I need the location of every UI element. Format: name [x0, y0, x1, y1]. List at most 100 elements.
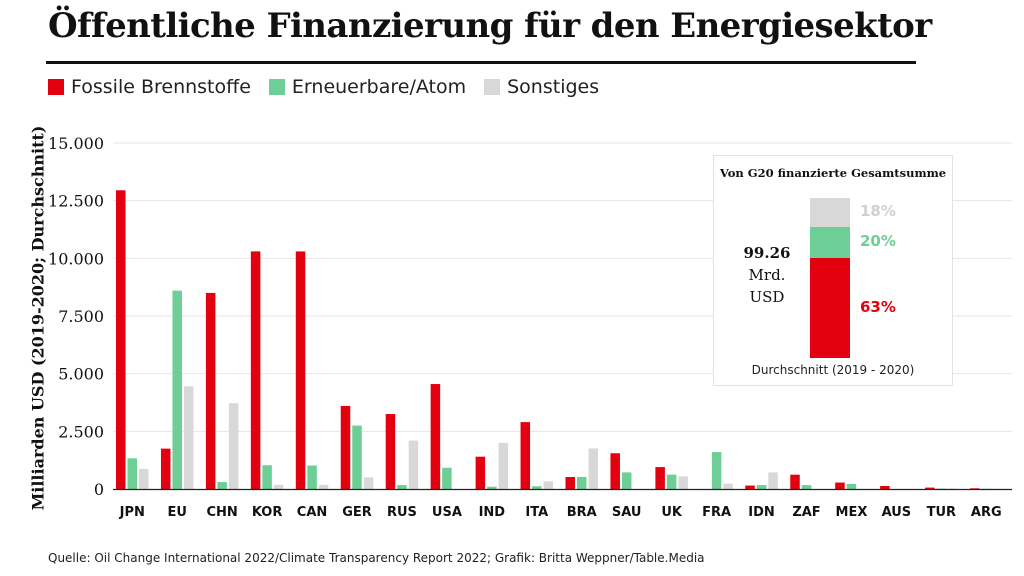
bar-fossil — [430, 384, 441, 489]
x-tick-label: KOR — [252, 505, 283, 520]
inset-percent-label: 63% — [860, 298, 896, 317]
bar-renewable — [621, 472, 632, 489]
legend-item-renewable: Erneuerbare/Atom — [268, 76, 467, 98]
x-tick-label: ITA — [525, 505, 548, 520]
bar-fossil — [250, 251, 261, 489]
bar-renewable — [442, 467, 452, 489]
legend-item-fossil: Fossile Brennstoffe — [48, 76, 251, 98]
bar-renewable — [217, 482, 227, 489]
bar-fossil — [295, 251, 306, 489]
x-tick-label: IND — [479, 505, 506, 520]
x-tick-label: TUR — [927, 505, 956, 520]
bar-renewable — [756, 485, 767, 489]
inset-segment-0 — [810, 198, 850, 227]
bar-other — [363, 477, 374, 489]
source-note: Quelle: Oil Change International 2022/Cl… — [48, 551, 705, 565]
bar-other — [588, 448, 598, 489]
bar-fossil — [565, 477, 575, 489]
y-tick-label: 10.000 — [48, 249, 104, 268]
legend-label-renewable: Erneuerbare/Atom — [291, 76, 467, 98]
bar-other — [408, 440, 419, 489]
x-tick-label: CHN — [206, 505, 237, 520]
legend-item-other: Sonstiges — [484, 76, 599, 98]
x-tick-label: USA — [432, 505, 462, 520]
g20-total-inset: Von G20 finanzierte Gesamtsumme 99.26 Mr… — [713, 155, 953, 386]
bar-renewable — [711, 452, 722, 489]
bar-renewable — [801, 485, 812, 489]
x-tick-label: CAN — [297, 505, 327, 520]
bar-fossil — [880, 486, 890, 489]
bar-other — [318, 484, 329, 489]
bar-renewable — [262, 465, 272, 489]
bar-fossil — [385, 414, 396, 489]
inset-percent-label: 18% — [860, 202, 896, 221]
x-tick-label: IDN — [748, 505, 775, 520]
bar-other — [768, 472, 778, 489]
bar-renewable — [352, 425, 362, 489]
bar-other — [723, 483, 733, 489]
bar-other — [228, 403, 239, 489]
bar-renewable — [532, 486, 542, 489]
bar-renewable — [577, 477, 587, 489]
bar-fossil — [970, 488, 980, 489]
bar-renewable — [127, 458, 137, 489]
bar-renewable — [487, 486, 497, 489]
legend-label-fossil: Fossile Brennstoffe — [71, 76, 251, 98]
inset-total: 99.26 Mrd. USD — [732, 242, 802, 308]
legend-label-other: Sonstiges — [507, 76, 600, 98]
x-tick-label: ARG — [971, 505, 1002, 520]
bar-fossil — [655, 467, 665, 489]
x-tick-label: RUS — [387, 505, 417, 520]
bar-other — [498, 442, 509, 489]
x-tick-label: UK — [661, 505, 683, 520]
inset-percent-label: 20% — [860, 232, 896, 251]
inset-title: Von G20 finanzierte Gesamtsumme — [719, 166, 947, 180]
x-tick-label: AUS — [882, 505, 912, 520]
bar-fossil — [160, 448, 171, 489]
bar-fossil — [205, 292, 216, 489]
x-tick-label: MEX — [836, 505, 868, 520]
x-tick-label: JPN — [119, 505, 145, 520]
x-tick-label: SAU — [612, 505, 642, 520]
x-tick-label: EU — [167, 505, 186, 520]
x-tick-label: GER — [342, 505, 372, 520]
y-tick-label: 12.500 — [48, 192, 104, 211]
bar-renewable — [397, 485, 407, 489]
x-tick-label: BRA — [567, 505, 597, 520]
bar-other — [678, 476, 688, 489]
legend: Fossile Brennstoffe Erneuerbare/Atom Son… — [48, 76, 617, 98]
y-tick-label: 15.000 — [48, 134, 104, 153]
bar-fossil — [835, 482, 845, 489]
legend-swatch-renewable — [268, 79, 285, 95]
inset-total-value: 99.26 — [743, 244, 791, 262]
inset-stacked-bar — [810, 198, 850, 358]
y-tick-label: 2.500 — [58, 422, 104, 441]
bar-renewable — [307, 465, 317, 489]
inset-segment-1 — [810, 226, 850, 259]
bar-fossil — [925, 487, 935, 489]
x-tick-label: ZAF — [792, 505, 820, 520]
bar-fossil — [610, 453, 620, 489]
inset-segment-2 — [810, 258, 850, 358]
chart-title: Öffentliche Finanzierung für den Energie… — [48, 6, 932, 46]
legend-swatch-fossil — [48, 79, 64, 95]
bar-other — [273, 484, 284, 489]
bar-fossil — [790, 474, 800, 489]
bar-fossil — [340, 405, 351, 489]
title-underline — [46, 61, 916, 64]
legend-swatch-other — [484, 79, 501, 95]
inset-total-unit: Mrd. USD — [748, 266, 786, 306]
x-tick-label: FRA — [702, 505, 731, 520]
bar-other — [183, 386, 194, 489]
y-tick-label: 7.500 — [58, 307, 104, 326]
bar-fossil — [475, 456, 486, 489]
bar-other — [139, 468, 149, 489]
inset-footnote: Durchschnitt (2019 - 2020) — [751, 363, 915, 377]
y-tick-label: 0 — [94, 480, 104, 499]
bar-other — [543, 481, 554, 489]
y-tick-label: 5.000 — [58, 365, 104, 384]
bar-renewable — [172, 290, 182, 489]
bar-fossil — [520, 422, 531, 489]
bar-renewable — [666, 474, 677, 489]
